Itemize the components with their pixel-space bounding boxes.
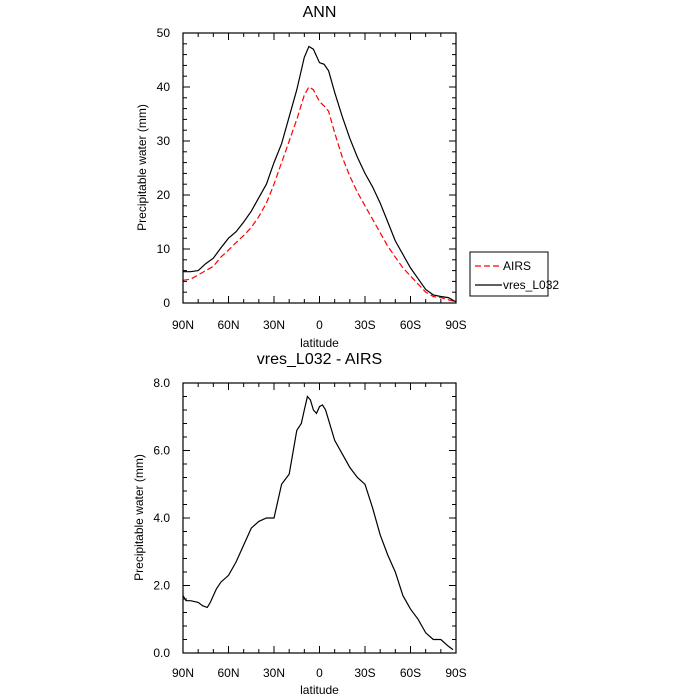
top-chart-x-tick-label: 30N: [263, 318, 285, 332]
bottom-chart-ticks: [182, 382, 457, 654]
bottom-chart-y-tick-label: 4.0: [153, 511, 170, 525]
legend-box: [469, 251, 549, 297]
top-chart-x-tick-label: 60S: [400, 318, 421, 332]
bottom-chart-x-tick-label: 30S: [354, 666, 375, 680]
top-chart-y-tick-label: 10: [157, 242, 171, 256]
top-chart-x-tick-label: 90S: [445, 318, 466, 332]
legend-label-airs: AIRS: [503, 259, 531, 273]
top-chart-y-tick-label: 30: [157, 134, 171, 148]
bottom-chart-y-axis-label: Precipitable water (mm): [132, 454, 146, 581]
top-chart-ticks: [182, 32, 457, 304]
bottom-chart-x-tick-label: 30N: [263, 666, 285, 680]
legend: AIRS vres_L032: [469, 251, 559, 297]
bottom-chart-x-tick-label: 90N: [172, 666, 194, 680]
bottom-chart-y-tick-label: 0.0: [153, 646, 170, 660]
top-chart-y-tick-label: 0: [163, 296, 170, 310]
bottom-chart-plot-frame: [182, 382, 457, 654]
bottom-chart-y-tick-label: 8.0: [153, 376, 170, 390]
top-chart-x-axis-label: latitude: [300, 336, 339, 350]
top-chart: ANN Precipitable water (mm) latitude 0 1…: [135, 4, 559, 350]
legend-label-vres-l032: vres_L032: [503, 278, 559, 292]
top-chart-y-tick-label: 50: [157, 26, 171, 40]
bottom-chart-title: vres_L032 - AIRS: [257, 351, 382, 368]
bottom-chart-x-tick-label: 60N: [217, 666, 239, 680]
bottom-chart-y-tick-label: 2.0: [153, 579, 170, 593]
bottom-chart-y-tick-label: 6.0: [153, 444, 170, 458]
top-chart-x-tick-label: 0: [316, 318, 323, 332]
bottom-chart-x-axis-label: latitude: [300, 683, 339, 697]
top-chart-title: ANN: [303, 4, 337, 21]
top-chart-x-tick-label: 90N: [172, 318, 194, 332]
top-chart-y-axis-label: Precipitable water (mm): [135, 104, 149, 231]
bottom-chart-x-tick-label: 0: [316, 666, 323, 680]
bottom-chart-x-tick-label: 90S: [445, 666, 466, 680]
series-line-airs: [182, 86, 457, 303]
top-chart-x-tick-label: 30S: [354, 318, 375, 332]
bottom-chart-x-tick-label: 60S: [400, 666, 421, 680]
bottom-chart: vres_L032 - AIRS Precipitable water (mm)…: [132, 351, 467, 697]
series-line-difference: [182, 395, 454, 651]
series-line-vres-l032: [183, 45, 457, 303]
top-chart-y-tick-label: 40: [157, 80, 171, 94]
top-chart-plot-frame: [182, 32, 457, 304]
top-chart-x-tick-label: 60N: [217, 318, 239, 332]
top-chart-y-tick-label: 20: [157, 188, 171, 202]
